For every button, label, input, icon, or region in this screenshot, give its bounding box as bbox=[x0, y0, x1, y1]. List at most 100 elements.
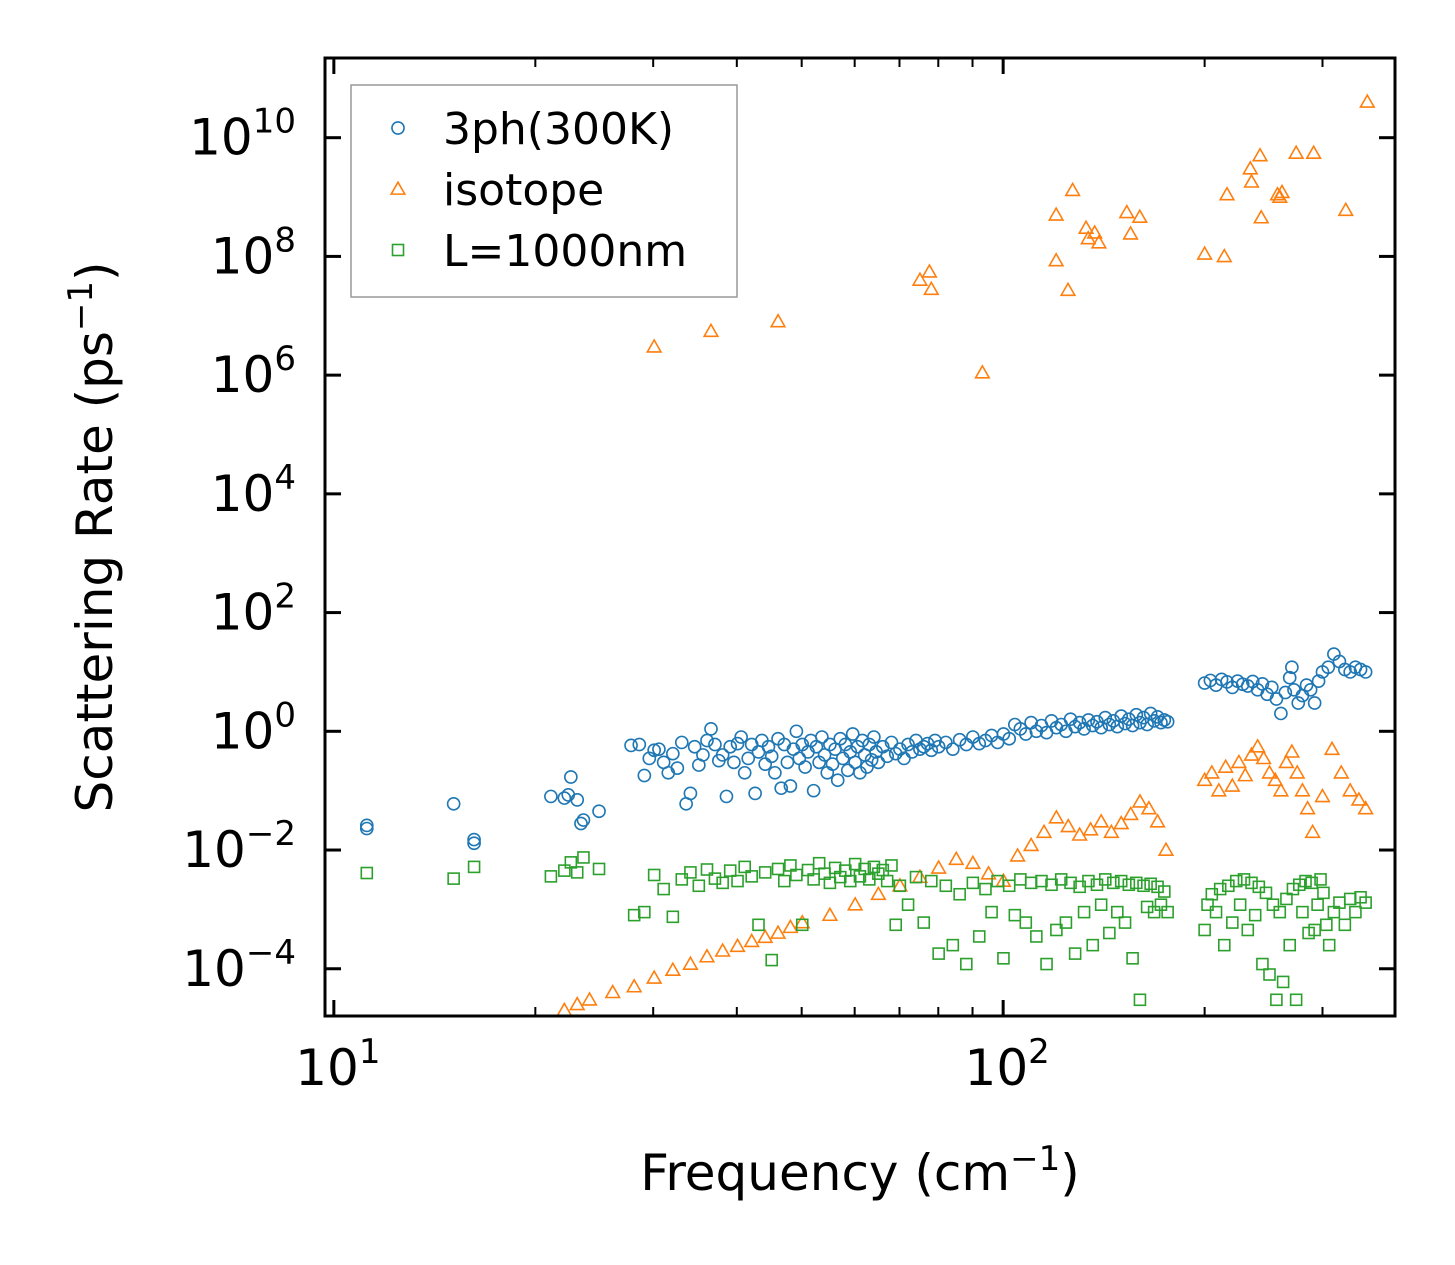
data-point bbox=[1068, 719, 1082, 734]
data-point bbox=[1349, 905, 1362, 919]
data-point bbox=[864, 753, 879, 767]
data-point bbox=[574, 816, 588, 831]
data-point bbox=[682, 955, 699, 970]
data-point bbox=[1118, 716, 1132, 731]
data-point bbox=[1064, 181, 1081, 197]
data-point bbox=[806, 783, 821, 798]
data-point bbox=[817, 748, 832, 762]
legend-marker bbox=[391, 121, 405, 135]
data-point bbox=[1122, 805, 1139, 821]
data-point bbox=[1131, 793, 1149, 808]
data-point bbox=[1299, 678, 1314, 692]
data-point bbox=[1253, 209, 1270, 224]
data-point bbox=[845, 727, 860, 741]
data-point bbox=[780, 755, 795, 770]
data-point bbox=[1147, 714, 1161, 728]
data-point bbox=[1303, 682, 1318, 697]
data-point bbox=[727, 755, 741, 770]
data-point bbox=[1157, 841, 1175, 856]
data-point bbox=[1113, 815, 1130, 830]
data-point bbox=[1086, 938, 1100, 952]
data-point bbox=[1350, 791, 1368, 806]
data-point bbox=[577, 851, 590, 864]
data-point bbox=[719, 789, 734, 804]
data-point bbox=[893, 879, 907, 893]
data-point bbox=[1122, 878, 1136, 892]
data-point bbox=[1269, 692, 1284, 706]
data-point bbox=[860, 760, 874, 774]
data-point bbox=[901, 737, 915, 752]
data-point bbox=[1285, 660, 1299, 675]
legend-box bbox=[350, 84, 738, 298]
legend-entries: 3ph(300K) isotope L=1000nm bbox=[389, 104, 687, 277]
data-point bbox=[1270, 993, 1283, 1007]
y-tick-label: 10−4 bbox=[182, 933, 296, 998]
data-point bbox=[946, 938, 960, 952]
data-point bbox=[872, 867, 885, 880]
data-point bbox=[564, 770, 578, 784]
y-axis-title: Scattering Rate (ps−1) bbox=[61, 261, 124, 812]
data-point bbox=[1050, 923, 1063, 937]
data-point bbox=[1085, 718, 1100, 733]
data-point bbox=[825, 757, 840, 771]
data-point bbox=[1242, 160, 1259, 175]
data-point bbox=[1296, 905, 1309, 919]
data-point bbox=[1230, 753, 1248, 769]
data-point bbox=[1311, 674, 1326, 688]
data-point bbox=[1304, 823, 1321, 839]
data-point bbox=[1249, 738, 1266, 753]
tick-layer bbox=[323, 56, 1397, 1018]
data-point bbox=[1160, 714, 1175, 729]
data-point bbox=[931, 739, 946, 754]
data-point bbox=[1035, 823, 1053, 839]
data-point bbox=[1048, 809, 1065, 824]
data-point bbox=[1359, 93, 1376, 108]
data-point bbox=[1129, 707, 1144, 722]
data-point bbox=[632, 737, 647, 752]
data-point bbox=[647, 743, 662, 758]
data-point bbox=[652, 742, 666, 757]
data-point bbox=[1154, 898, 1168, 911]
data-point bbox=[467, 832, 481, 847]
data-point bbox=[1022, 836, 1040, 852]
data-point bbox=[880, 749, 895, 764]
data-point bbox=[581, 991, 598, 1006]
data-point bbox=[1098, 873, 1112, 886]
data-point bbox=[768, 765, 782, 780]
legend-label: L=1000nm bbox=[443, 226, 687, 277]
data-point bbox=[576, 813, 591, 827]
data-point bbox=[1030, 930, 1043, 943]
data-point bbox=[932, 947, 945, 960]
data-point bbox=[1338, 918, 1352, 932]
data-point bbox=[1002, 731, 1017, 746]
data-point bbox=[1299, 800, 1316, 815]
data-point bbox=[1333, 764, 1350, 779]
data-point bbox=[1320, 918, 1333, 932]
data-point bbox=[696, 748, 710, 762]
data-point bbox=[1273, 183, 1291, 199]
data-point bbox=[930, 859, 947, 874]
data-point bbox=[782, 918, 799, 934]
data-point bbox=[1357, 800, 1374, 815]
data-point bbox=[698, 948, 716, 963]
data-point bbox=[714, 942, 731, 957]
data-point bbox=[1209, 905, 1223, 919]
data-point bbox=[1278, 753, 1295, 769]
data-point bbox=[1314, 787, 1331, 803]
data-point bbox=[1118, 204, 1135, 219]
data-point bbox=[1224, 777, 1241, 792]
data-point bbox=[684, 866, 697, 879]
y-tick-label: 108 bbox=[211, 220, 296, 285]
series-square bbox=[360, 851, 1372, 1007]
data-point bbox=[1341, 782, 1359, 797]
data-point bbox=[1307, 696, 1322, 710]
data-point bbox=[570, 866, 584, 879]
data-point bbox=[769, 313, 787, 328]
data-point bbox=[769, 924, 787, 939]
data-point bbox=[569, 996, 586, 1011]
data-point bbox=[917, 916, 931, 929]
data-point bbox=[700, 733, 714, 748]
data-point bbox=[1196, 771, 1213, 787]
data-point bbox=[1092, 813, 1110, 828]
data-point bbox=[1064, 876, 1077, 890]
